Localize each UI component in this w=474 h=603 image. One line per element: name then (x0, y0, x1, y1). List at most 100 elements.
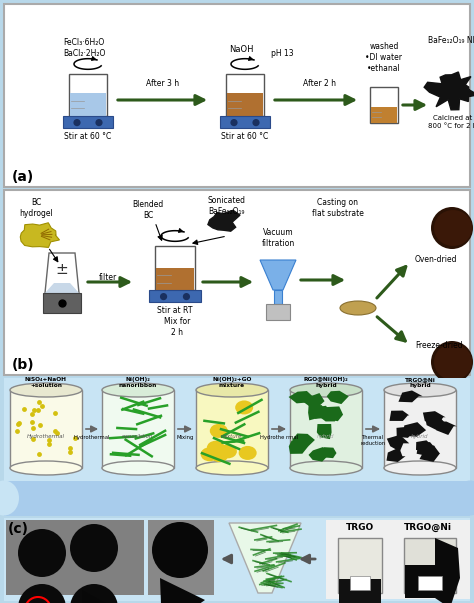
Text: Calcined at
800 °C for 2 h: Calcined at 800 °C for 2 h (428, 115, 474, 128)
Polygon shape (45, 253, 79, 293)
Circle shape (183, 293, 190, 300)
Text: RGO@Ni(OH)₂
hybrid: RGO@Ni(OH)₂ hybrid (304, 377, 348, 388)
Text: washed
•DI water
•ethanal: washed •DI water •ethanal (365, 42, 402, 73)
Polygon shape (160, 578, 205, 603)
Polygon shape (424, 72, 474, 110)
Bar (266, 304, 290, 320)
Text: Stir at 60 °C: Stir at 60 °C (64, 132, 111, 141)
Bar (4, 4, 470, 187)
Bar (227, 93, 263, 116)
Polygon shape (229, 523, 301, 593)
Bar (350, 576, 370, 590)
Polygon shape (289, 441, 308, 454)
Text: Mixing: Mixing (176, 435, 194, 440)
Ellipse shape (196, 383, 268, 397)
Bar (404, 538, 456, 593)
Text: After 3 h: After 3 h (146, 80, 180, 89)
Bar (156, 268, 194, 290)
Text: mixture: mixture (221, 434, 243, 440)
Bar (384, 390, 456, 468)
Circle shape (152, 522, 208, 578)
Polygon shape (82, 590, 118, 603)
Bar (370, 87, 398, 123)
Polygon shape (435, 421, 457, 435)
Ellipse shape (207, 441, 225, 455)
Text: Vacuum
filtration: Vacuum filtration (261, 228, 295, 248)
Text: BC
hydrogel: BC hydrogel (19, 198, 53, 218)
Text: Hydrothermal: Hydrothermal (74, 435, 110, 440)
Bar (43, 293, 81, 313)
Polygon shape (417, 442, 436, 456)
Text: Blended
BC: Blended BC (132, 200, 164, 220)
Text: Hydrothe rmal: Hydrothe rmal (260, 435, 298, 440)
Polygon shape (327, 391, 349, 404)
Text: (b): (b) (12, 358, 35, 372)
Polygon shape (419, 446, 440, 462)
Bar (405, 565, 447, 598)
Text: Sonicated
BaFe₁₂O₁₉: Sonicated BaFe₁₂O₁₉ (208, 196, 246, 216)
Polygon shape (317, 424, 332, 439)
Polygon shape (309, 447, 329, 462)
Circle shape (18, 584, 66, 603)
Circle shape (73, 119, 81, 126)
Bar (10, 390, 82, 468)
Polygon shape (308, 404, 327, 420)
Polygon shape (319, 447, 337, 458)
Ellipse shape (290, 383, 362, 397)
Bar (226, 74, 264, 116)
Text: Hydrothermal: Hydrothermal (27, 434, 65, 440)
Ellipse shape (431, 341, 473, 383)
Polygon shape (289, 391, 313, 403)
Bar (338, 538, 382, 593)
Text: FeCl₃·6H₂O
BaCl₂·2H₂O: FeCl₃·6H₂O BaCl₂·2H₂O (63, 38, 105, 58)
Text: Oven-dried: Oven-dried (415, 256, 457, 265)
Ellipse shape (10, 461, 82, 475)
Bar (4, 190, 470, 375)
Bar (371, 107, 397, 123)
Text: Stir at RT: Stir at RT (157, 306, 193, 315)
Polygon shape (425, 414, 446, 430)
Ellipse shape (455, 481, 474, 516)
Text: Ni(OH)₂+GO
mixture: Ni(OH)₂+GO mixture (212, 377, 252, 388)
Circle shape (252, 119, 260, 126)
Text: Stir at 60 °C: Stir at 60 °C (221, 132, 269, 141)
Text: (c): (c) (8, 522, 29, 536)
Polygon shape (260, 260, 296, 290)
Text: Ni(OH)₂
nanoribbon: Ni(OH)₂ nanoribbon (119, 377, 157, 388)
Text: Freeze-dried: Freeze-dried (415, 341, 463, 350)
Text: filter: filter (99, 273, 117, 282)
Text: Thermal
reduction: Thermal reduction (360, 435, 385, 446)
Polygon shape (20, 223, 60, 247)
Text: hybrid: hybrid (411, 434, 429, 440)
Polygon shape (310, 406, 331, 419)
Bar (274, 290, 282, 304)
Bar (70, 93, 106, 116)
Polygon shape (318, 408, 338, 421)
Polygon shape (399, 391, 423, 402)
Bar (339, 579, 381, 603)
Bar (155, 246, 195, 290)
Ellipse shape (434, 210, 472, 246)
Circle shape (70, 584, 118, 603)
Text: After 2 h: After 2 h (303, 80, 337, 89)
Text: BaFe₁₂O₁₉ NPs: BaFe₁₂O₁₉ NPs (428, 36, 474, 45)
Polygon shape (403, 422, 426, 437)
Ellipse shape (102, 383, 174, 397)
Polygon shape (423, 411, 446, 426)
Text: nanoribbon: nanoribbon (122, 434, 154, 440)
Text: NiSO₄+NaOH
+solution: NiSO₄+NaOH +solution (25, 377, 67, 388)
Bar (220, 116, 270, 128)
Polygon shape (292, 434, 315, 447)
Bar (149, 290, 201, 302)
Bar (69, 74, 107, 116)
Ellipse shape (384, 461, 456, 475)
Ellipse shape (235, 400, 253, 414)
Ellipse shape (384, 383, 456, 397)
Text: (a): (a) (12, 170, 34, 184)
Text: Casting on
flat substrate: Casting on flat substrate (312, 198, 364, 218)
Bar (418, 576, 442, 590)
Text: NaOH: NaOH (229, 45, 253, 54)
Bar (6, 520, 144, 595)
Ellipse shape (196, 461, 268, 475)
Circle shape (18, 529, 66, 577)
